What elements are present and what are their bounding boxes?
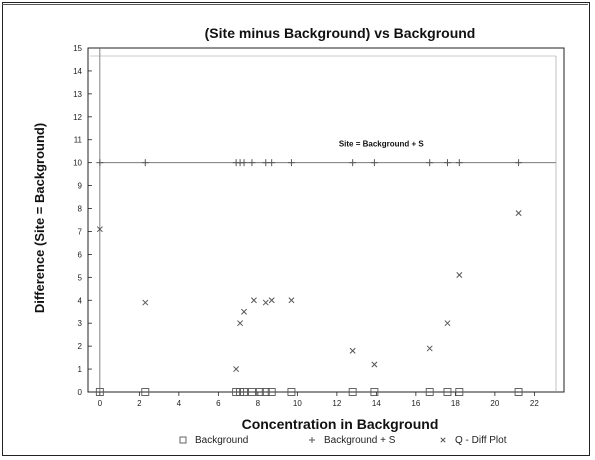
legend: Background Background + S Q - Diff Plot — [179, 435, 507, 446]
x-axis-label: Concentration in Background — [242, 416, 439, 432]
legend-label: Q - Diff Plot — [455, 435, 507, 446]
y-tick-label: 2 — [78, 342, 83, 351]
background-point — [370, 388, 379, 396]
background-plus-s-point — [96, 159, 104, 167]
x-tick-label: 8 — [256, 399, 261, 408]
q-diff-point — [262, 299, 269, 306]
legend-label: Background — [195, 435, 248, 446]
background-point — [95, 388, 104, 396]
x-tick-label: 22 — [530, 399, 539, 408]
y-tick-label: 8 — [78, 205, 83, 214]
background-point — [141, 388, 150, 396]
y-tick-label: 11 — [74, 136, 83, 145]
q-diff-point — [371, 361, 378, 368]
background-plus-s-point — [248, 159, 256, 167]
q-diff-point — [142, 299, 149, 306]
q-diff-point — [268, 297, 275, 304]
background-plus-s-point — [268, 159, 276, 167]
x-tick-label: 4 — [177, 399, 182, 408]
q-diff-point — [233, 366, 240, 373]
background-plus-s-point — [349, 159, 357, 167]
background-plus-s-point — [426, 159, 434, 167]
y-tick-label: 4 — [78, 296, 83, 305]
y-tick-label: 7 — [78, 227, 83, 236]
x-tick-label: 2 — [137, 399, 142, 408]
background-plus-s-point — [455, 159, 463, 167]
x-tick-label: 0 — [98, 399, 103, 408]
y-tick-label: 10 — [73, 159, 82, 168]
background-plus-s-point — [240, 159, 248, 167]
background-point — [443, 388, 452, 396]
legend-label: Background + S — [324, 435, 396, 446]
background-plus-s-point — [262, 159, 270, 167]
background-point — [348, 388, 357, 396]
background-plus-s-point — [287, 159, 295, 167]
x-axis-ticks: 0 2 4 6 8 10 12 14 16 18 20 22 — [98, 392, 539, 408]
y-tick-label: 5 — [78, 273, 83, 282]
q-diff-point — [96, 226, 103, 233]
y-tick-label: 3 — [78, 319, 83, 328]
q-diff-point — [515, 210, 522, 217]
background-point — [247, 388, 256, 396]
plot-area — [87, 47, 565, 393]
y-tick-label: 14 — [73, 67, 82, 76]
background-point — [425, 388, 434, 396]
background-point — [236, 388, 245, 396]
background-point — [261, 388, 270, 396]
x-tick-label: 6 — [216, 399, 221, 408]
chart-title: (Site minus Background) vs Background — [205, 25, 476, 41]
background-point — [267, 388, 276, 396]
q-diff-point — [288, 297, 295, 304]
q-diff-point — [237, 320, 244, 327]
q-diff-point — [241, 308, 248, 315]
q-diff-point — [456, 272, 463, 279]
y-tick-label: 9 — [78, 182, 83, 191]
x-tick-label: 18 — [451, 399, 460, 408]
y-tick-label: 0 — [78, 388, 83, 397]
reference-line-label: Site = Background + S — [339, 140, 425, 149]
q-diff-point — [444, 320, 451, 327]
x-tick-label: 14 — [372, 399, 381, 408]
background-point — [455, 388, 464, 396]
y-axis-label: Difference (Site = Background) — [32, 123, 47, 313]
background-point — [232, 388, 241, 396]
background-point — [514, 388, 523, 396]
q-diff-point — [426, 345, 433, 352]
y-tick-label: 1 — [78, 365, 83, 374]
y-tick-label: 15 — [73, 44, 82, 53]
background-plus-s-point — [443, 159, 451, 167]
x-tick-label: 16 — [411, 399, 420, 408]
background-plus-s-point — [141, 159, 149, 167]
x-tick-label: 10 — [293, 399, 302, 408]
background-plus-s-point — [309, 437, 315, 443]
background-plus-s-point — [515, 159, 523, 167]
q-diff-point — [440, 437, 446, 443]
top-rule — [2, 4, 588, 5]
background-point — [255, 388, 264, 396]
q-diff-point — [250, 297, 257, 304]
background-point — [179, 436, 187, 444]
y-tick-label: 13 — [73, 90, 82, 99]
y-tick-label: 6 — [78, 250, 83, 259]
y-tick-label: 12 — [73, 113, 82, 122]
data-points — [95, 159, 523, 396]
x-tick-label: 12 — [332, 399, 341, 408]
x-tick-label: 20 — [490, 399, 499, 408]
background-point — [287, 388, 296, 396]
q-diff-point — [349, 347, 356, 354]
background-point — [240, 388, 248, 396]
guide-lines — [90, 48, 557, 392]
chart-frame — [2, 2, 590, 456]
background-plus-s-point — [370, 159, 378, 167]
